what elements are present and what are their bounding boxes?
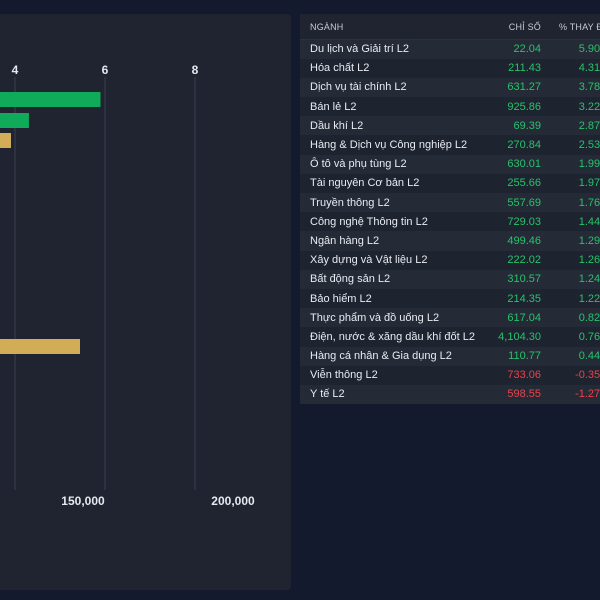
top-axis-tick-label: 8 — [192, 63, 199, 77]
sector-name: Bán lẻ L2 — [310, 100, 357, 113]
table-row[interactable]: Điện, nước & xăng dầu khí đốt L2 4,104.30… — [300, 327, 600, 347]
sector-name: Du lịch và Giải trí L2 — [310, 43, 410, 56]
sector-name: Ô tô và phụ tùng L2 — [310, 158, 407, 171]
header-change[interactable]: % THAY ĐỔI — [547, 14, 600, 40]
sector-change-value: 1.22 % — [578, 292, 600, 305]
sector-change-value: -1.27 % — [575, 388, 600, 401]
sector-index-value: 925.86 — [507, 100, 541, 113]
table-row[interactable]: Ngân hàng L2 499.46 1.29 % — [300, 231, 600, 251]
sector-index-value: 557.69 — [507, 196, 541, 209]
sector-index-value: 22.04 — [513, 43, 541, 56]
sector-name: Công nghệ Thông tin L2 — [310, 215, 428, 228]
sector-table-body: Du lịch và Giải trí L2 22.04 5.90 % Hóa chấ… — [300, 39, 600, 405]
sector-chart: 4 6 8 150,000 200,000 — [0, 63, 255, 508]
sector-name: Xây dựng và Vật liệu L2 — [310, 254, 428, 267]
sector-index-value: 598.55 — [507, 388, 541, 401]
sector-change-value: 3.78 % — [578, 81, 600, 94]
table-row[interactable]: Tài nguyên Cơ bản L2 255.66 1.97 % — [300, 173, 600, 193]
table-row[interactable]: Bảo hiểm L2 214.35 1.22 % — [300, 288, 600, 309]
sector-name: Ngân hàng L2 — [310, 234, 380, 247]
sector-index-value: 310.57 — [507, 273, 541, 286]
sector-name: Bất động sản L2 — [310, 273, 391, 286]
bottom-axis-tick-label: 200,000 — [211, 494, 255, 508]
sector-index-value: 630.01 — [507, 158, 541, 171]
table-row[interactable]: Thực phẩm và đồ uống L2 617.04 0.82 % — [300, 308, 600, 328]
sector-change-value: -0.35 % — [575, 369, 600, 382]
table-row[interactable]: Dầu khí L2 69.39 2.87 % — [300, 116, 600, 136]
sector-index-value: 214.35 — [507, 292, 541, 305]
sector-change-value: 0.76 % — [578, 330, 600, 343]
sector-table: NGÀNH CHỈ SỐ % THAY ĐỔI Du lịch và Giải … — [300, 14, 600, 405]
change-bar — [0, 92, 101, 107]
table-row[interactable]: Y tế L2 598.55 -1.27 % — [300, 384, 600, 405]
sector-name: Hóa chất L2 — [310, 62, 370, 75]
sector-change-value: 3.22 % — [578, 100, 600, 113]
header-sector[interactable]: NGÀNH — [300, 14, 489, 40]
sector-change-value: 1.29 % — [578, 234, 600, 247]
sector-index-value: 499.46 — [507, 234, 541, 247]
sector-name: Điện, nước & xăng dầu khí đốt L2 — [310, 330, 476, 343]
table-row[interactable]: Xây dựng và Vật liệu L2 222.02 1.26 % — [300, 250, 600, 270]
sector-name: Tài nguyên Cơ bản L2 — [310, 177, 420, 190]
table-row[interactable]: Du lịch và Giải trí L2 22.04 5.90 % — [300, 39, 600, 59]
sector-change-value: 1.44 % — [578, 215, 600, 228]
sector-name: Dịch vụ tài chính L2 — [310, 81, 407, 94]
table-row[interactable]: Bất động sản L2 310.57 1.24 % — [300, 269, 600, 289]
sector-name: Hàng cá nhân & Gia dụng L2 — [310, 350, 452, 363]
table-header-row: NGÀNH CHỈ SỐ % THAY ĐỔI — [300, 14, 600, 40]
sector-chart-panel: 4 6 8 150,000 200,000 — [0, 14, 291, 590]
table-row[interactable]: Bán lẻ L2 925.86 3.22 % — [300, 97, 600, 117]
header-index[interactable]: CHỈ SỐ — [489, 14, 547, 40]
sector-change-value: 0.44 % — [578, 350, 600, 363]
sector-name: Hàng & Dịch vụ Công nghiệp L2 — [310, 139, 468, 152]
sector-name: Viễn thông L2 — [310, 369, 378, 382]
index-bar — [0, 133, 11, 148]
top-axis-tick-label: 4 — [12, 63, 19, 77]
sector-change-value: 2.53 % — [578, 139, 600, 152]
sector-index-value: 69.39 — [513, 119, 541, 132]
sector-change-value: 4.31 % — [578, 62, 600, 75]
sector-index-value: 4,104.30 — [498, 330, 541, 343]
sector-change-value: 1.99 % — [578, 158, 600, 171]
change-bar — [0, 113, 29, 128]
sector-index-value: 733.06 — [507, 369, 541, 382]
index-bar — [0, 339, 80, 354]
sector-change-value: 1.76 % — [578, 196, 600, 209]
table-row[interactable]: Viễn thông L2 733.06 -0.35 % — [300, 365, 600, 385]
sector-change-value: 5.90 % — [578, 43, 600, 56]
sector-change-value: 1.26 % — [578, 254, 600, 267]
table-row[interactable]: Hóa chất L2 211.43 4.31 % — [300, 58, 600, 78]
sector-name: Truyền thông L2 — [310, 196, 390, 209]
table-row[interactable]: Hàng & Dịch vụ Công nghiệp L2 270.84 2.53 … — [300, 135, 600, 155]
table-row[interactable]: Công nghệ Thông tin L2 729.03 1.44 % — [300, 212, 600, 232]
bottom-axis-tick-label: 150,000 — [61, 494, 105, 508]
table-row[interactable]: Dịch vụ tài chính L2 631.27 3.78 % — [300, 77, 600, 98]
table-row[interactable]: Hàng cá nhân & Gia dụng L2 110.77 0.44 % — [300, 346, 600, 366]
sector-index-value: 255.66 — [507, 177, 541, 190]
top-axis-tick-label: 6 — [102, 63, 109, 77]
sector-change-value: 2.87 % — [578, 119, 600, 132]
sector-name: Dầu khí L2 — [310, 119, 364, 132]
sector-change-value: 1.24 % — [578, 273, 600, 286]
sector-name: Y tế L2 — [310, 388, 345, 401]
sector-index-value: 617.04 — [507, 311, 541, 324]
sector-index-value: 631.27 — [507, 81, 541, 94]
sector-index-value: 110.77 — [508, 350, 541, 363]
sector-table-panel: NGÀNH CHỈ SỐ % THAY ĐỔI Du lịch và Giải … — [300, 14, 600, 405]
sector-index-value: 222.02 — [507, 254, 541, 267]
table-row[interactable]: Truyền thông L2 557.69 1.76 % — [300, 193, 600, 213]
table-row[interactable]: Ô tô và phụ tùng L2 630.01 1.99 % — [300, 154, 600, 174]
sector-name: Bảo hiểm L2 — [310, 292, 372, 305]
sector-change-value: 0.82 % — [578, 311, 600, 324]
sector-change-value: 1.97 % — [578, 177, 600, 190]
sector-name: Thực phẩm và đồ uống L2 — [310, 311, 440, 324]
sector-index-value: 270.84 — [507, 139, 541, 152]
sector-index-value: 211.43 — [508, 62, 541, 75]
sector-index-value: 729.03 — [507, 215, 541, 228]
